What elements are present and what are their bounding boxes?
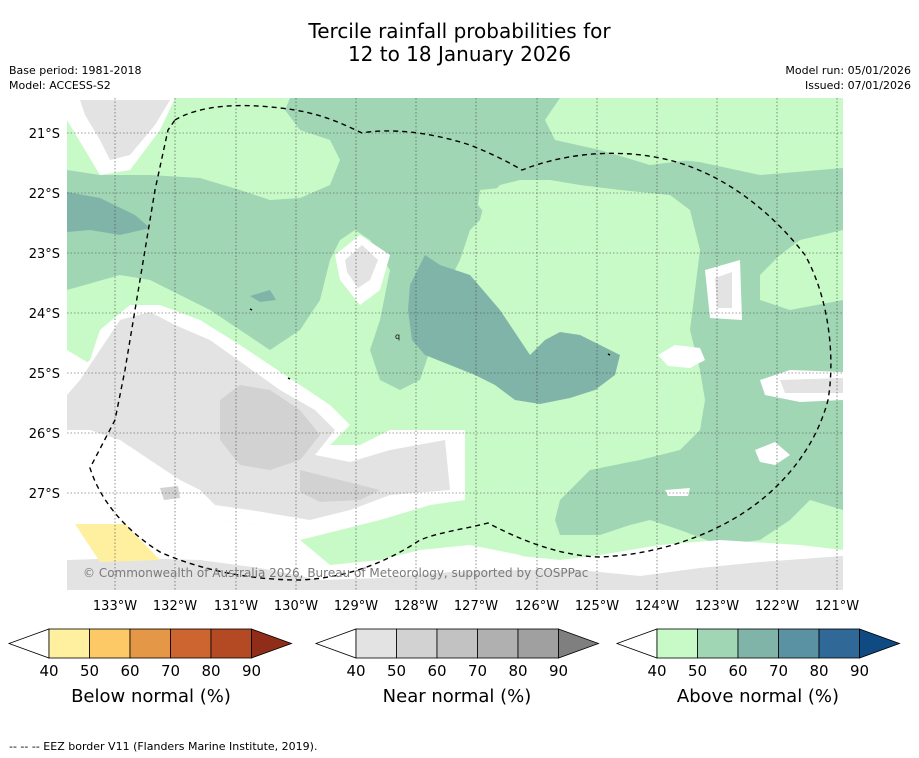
map-title-line-1: Tercile rainfall probabilities for — [308, 19, 611, 43]
eez-footer-note: -- -- -- EEZ border V11 (Flanders Marine… — [9, 740, 318, 753]
lon-label: 132°W — [153, 599, 197, 614]
white-pocket-5 — [755, 442, 790, 465]
colorbar-below-high-arrow — [251, 628, 293, 659]
above-normal-50-island-1 — [478, 186, 530, 220]
colorbar-below-segment — [89, 628, 131, 659]
lat-label: 22°S — [29, 187, 60, 202]
colorbar-group: 40 50 60 70 80 90 40 50 60 70 80 90 40 50 60 70 80 90 — [7, 628, 901, 680]
colorbar-near-high-arrow — [558, 628, 600, 659]
issued-label: Issued: 07/01/2026 — [804, 79, 911, 92]
colorbar-near-segment — [436, 628, 478, 659]
colorbar-above-tick-label: 70 — [769, 662, 788, 680]
above-normal-70-small — [250, 290, 276, 302]
colorbar-above-segment — [656, 628, 698, 659]
colorbar-near-low-arrow — [314, 628, 357, 659]
above-normal-70-region — [67, 192, 150, 235]
colorbar-near-segment — [517, 628, 559, 659]
colorbar-near-tick-label: 50 — [387, 662, 406, 680]
colorbar-near-segment — [396, 628, 438, 659]
lon-label: 122°W — [755, 599, 799, 614]
above-normal-50-island-2 — [500, 240, 530, 265]
island-mark-1: q — [395, 332, 400, 341]
colorbar-above-high-arrow — [859, 628, 901, 659]
map-plot-area: q — [67, 98, 843, 590]
lon-label: 127°W — [454, 599, 498, 614]
eez-border-line — [89, 104, 832, 581]
colorbar-above-tick-label: 50 — [688, 662, 707, 680]
colorbar-near-tick-label: 80 — [508, 662, 527, 680]
colorbar-below-tick-label: 40 — [39, 662, 58, 680]
near-normal-60-strip — [300, 470, 380, 502]
colorbar-below-low-arrow — [7, 628, 50, 659]
colorbar-below-tick-label: 80 — [201, 662, 220, 680]
base-period-label: Base period: 1981-2018 — [9, 64, 142, 77]
colorbar-below-tick-label: 70 — [161, 662, 180, 680]
island-mark-2 — [249, 308, 253, 311]
near-normal-pocket-1 — [345, 245, 378, 288]
island-mark-3 — [287, 377, 291, 380]
above-normal-50-island-3 — [672, 148, 720, 162]
colorbar-title-below: Below normal (%) — [71, 686, 231, 707]
white-pocket-3 — [658, 345, 705, 368]
lon-label: 124°W — [635, 599, 679, 614]
near-normal-pocket-4 — [780, 378, 843, 393]
copyright-notice: © Commonwealth of Australia 2026, Bureau… — [83, 566, 589, 580]
colorbar-above-low-arrow — [615, 628, 658, 659]
map-graticule — [67, 98, 843, 590]
white-bottom-band — [67, 540, 843, 580]
lon-label: 133°W — [93, 599, 137, 614]
lat-label: 23°S — [29, 247, 60, 262]
lon-label: 126°W — [515, 599, 559, 614]
colorbar-near-segment — [477, 628, 519, 659]
lon-label: 121°W — [815, 599, 859, 614]
lon-label: 131°W — [214, 599, 258, 614]
colorbar-near-tick-label: 40 — [346, 662, 365, 680]
above-normal-60-region — [67, 98, 843, 545]
lat-label: 25°S — [29, 367, 60, 382]
lon-label: 125°W — [575, 599, 619, 614]
near-normal-60-core — [220, 385, 320, 470]
lat-label: 26°S — [29, 427, 60, 442]
colorbar-near-tick-label: 90 — [549, 662, 568, 680]
colorbar-above-tick-label: 60 — [728, 662, 747, 680]
colorbar-below-segment — [129, 628, 171, 659]
lon-label: 128°W — [394, 599, 438, 614]
colorbar-above-tick-label: 90 — [850, 662, 869, 680]
colorbar-title-above: Above normal (%) — [676, 686, 840, 707]
lat-label: 27°S — [29, 487, 60, 502]
lat-label: 21°S — [29, 127, 60, 142]
colorbar-below-segment — [170, 628, 212, 659]
colorbar-below-segment — [48, 628, 90, 659]
latitude-labels: 21°S 22°S 23°S 24°S 25°S 26°S 27°S — [29, 127, 60, 502]
colorbar-near-tick-label: 60 — [427, 662, 446, 680]
colorbar-near-segment — [355, 628, 397, 659]
near-normal-pocket-2 — [715, 272, 732, 308]
lon-label: 123°W — [695, 599, 739, 614]
white-pocket-6 — [665, 488, 690, 496]
longitude-labels: 133°W 132°W 131°W 130°W 129°W 128°W 127°… — [93, 599, 859, 614]
lat-label: 24°S — [29, 307, 60, 322]
colorbar-above-tick-label: 80 — [809, 662, 828, 680]
colorbar-above-tick-label: 40 — [647, 662, 666, 680]
colorbar-below-segment — [210, 628, 252, 659]
colorbar-below-tick-label: 90 — [242, 662, 261, 680]
near-normal-upper-left — [80, 100, 170, 160]
colorbar-title-near: Near normal (%) — [382, 686, 532, 707]
colorbar-above-segment — [818, 628, 860, 659]
colorbar-below-tick-label: 60 — [120, 662, 139, 680]
model-label: Model: ACCESS-S2 — [9, 79, 111, 92]
colorbar-above-segment — [697, 628, 739, 659]
colorbar-below-tick-label: 50 — [80, 662, 99, 680]
above-normal-70-center — [408, 255, 620, 404]
lon-label: 129°W — [334, 599, 378, 614]
colorbar-above-segment — [737, 628, 779, 659]
colorbar-near-tick-label: 70 — [468, 662, 487, 680]
lon-label: 130°W — [274, 599, 318, 614]
island-mark-4 — [607, 353, 611, 356]
map-title-line-2: 12 to 18 January 2026 — [347, 42, 572, 66]
colorbar-above-segment — [778, 628, 820, 659]
below-normal-50-region — [75, 524, 160, 562]
model-run-label: Model run: 05/01/2026 — [785, 64, 911, 77]
